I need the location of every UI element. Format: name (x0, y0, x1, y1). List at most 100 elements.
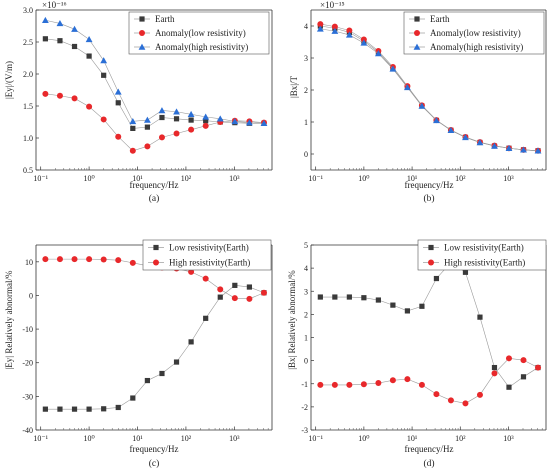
panel-d-series-0-point (462, 269, 469, 275)
panel-d-series-1-point (360, 381, 367, 388)
panel-a-ytick-label: 2.5 (23, 38, 33, 47)
panel-c-series-0-point (130, 395, 136, 401)
panel-c-series-0-point (57, 406, 63, 412)
panel-a-series-2-point (129, 117, 137, 125)
panel-a-series-1-point (173, 130, 180, 137)
panel-c-series-0-point (115, 404, 121, 411)
panel-a-series-1-point (56, 92, 63, 99)
panel-a-series-0-point (101, 72, 107, 78)
panel-b-ytick-label: 3 (304, 54, 308, 63)
panel-b-series-1-point (360, 36, 367, 43)
panel-b-marks (316, 21, 542, 154)
panel-b-series-2-point (491, 142, 498, 149)
panel-c-series-0-point (246, 284, 253, 290)
panel-c-series-0-line (45, 285, 265, 410)
panel-d-ytick-label: 3 (304, 287, 308, 296)
panel-a-series-2-point (202, 113, 210, 120)
panel-d-ytick-label: -2 (301, 403, 308, 412)
panel-b-legend-marker-0 (414, 16, 420, 22)
panel-b-legend-marker-1 (414, 30, 420, 36)
panel-b-caption: (b) (423, 193, 434, 204)
panel-d-series-1-point (404, 376, 411, 383)
panel-d-xlabel: frequency/Hz (405, 444, 454, 454)
panel-c-series-0-point (173, 359, 180, 365)
panel-a-series-0-point (188, 117, 194, 123)
panel-a-series-2-point (41, 16, 49, 23)
panel-d-series-1-point (418, 381, 425, 388)
panel-b-series-2-point (505, 144, 513, 151)
panel-c-xtick-label: 10¹ (132, 434, 143, 443)
panel-b-xtick-label: 10¹ (407, 174, 418, 183)
panel-b-ytick-label: 2 (304, 86, 308, 95)
panel-a-series-0-point (173, 116, 180, 122)
panel-d-series-1-point (447, 397, 454, 404)
panel-d-ytick-label: 2 (304, 310, 308, 319)
panel-c-series-0-point (101, 406, 107, 412)
panel-b-legend-box (403, 11, 545, 55)
panel-a-series-2-point (246, 119, 253, 126)
panel-a-series-1-line (45, 93, 264, 152)
panel-c-ytick-label: -40 (22, 426, 33, 435)
panel-a-series-2-point (231, 117, 239, 125)
panel-b-series-2-point (360, 39, 368, 46)
panel-a-xtick-label: 10³ (229, 174, 240, 183)
panel-b-grid-and-axes: 0 1 2 3 4 10⁻¹ 10⁰ 10¹ 10² 10³ (304, 9, 547, 183)
panel-d-series-0-point (520, 374, 527, 380)
panel-d-ytick-label: 0 (304, 357, 308, 366)
panel-b-series-2-point (345, 31, 353, 38)
panel-c-series-0-point (159, 370, 165, 377)
panel-a-marks (41, 16, 268, 154)
panel-d-ytick-label: 1 (304, 334, 308, 343)
panel-a-series-0-point (86, 53, 92, 59)
panel-a-legend-label-2: Anomaly(high resistivity) (155, 42, 248, 52)
panel-d-ytick-label: 4 (304, 264, 308, 273)
panel-a-series-0-point (115, 100, 121, 106)
panel-b-series-2-point (389, 65, 397, 72)
panel-a-legend-label-1: Anomaly(low resistivity) (155, 28, 246, 38)
panel-c-series-0-point (42, 406, 48, 412)
panel-b-xtick-label: 10⁰ (358, 174, 369, 183)
panel-c-ylabel: |Ey| Relatively abnormal/% (4, 270, 14, 370)
panel-a-xtick-label: 10⁰ (83, 174, 94, 183)
panel-c-xtick-label: 10² (181, 434, 192, 443)
panel-d-series-0-point (491, 364, 498, 371)
panel-a-series-0-point (57, 38, 63, 44)
panel-b-ytick-label: 1 (304, 118, 308, 127)
panel-a-series-0-line (45, 38, 264, 129)
panel-a-series-2-point (100, 57, 108, 64)
panel-c-ytick-label: -20 (22, 359, 33, 368)
panel-b-legend: Earth Anomaly(low resistivity) Anomaly(hig… (403, 11, 545, 55)
panel-b-series-2-point (447, 126, 455, 134)
panel-d-legend-marker-0 (428, 244, 434, 251)
panel-a-series-2-point (143, 116, 151, 123)
panel-c-series-0-point (71, 406, 78, 412)
panel-a-xtick-label: 10⁻¹ (33, 174, 48, 183)
panel-a-legend: Earth Anomaly(low resistivity) Anomaly(hig… (128, 11, 270, 55)
panel-c-legend-marker-0 (153, 244, 159, 251)
panel-c-series-1-point (260, 289, 267, 296)
panel-a-legend-marker-1 (139, 30, 145, 36)
panel-c-series-1-point (56, 256, 63, 263)
panel-d-series-1-point (433, 391, 440, 398)
panel-b: 0 1 2 3 4 10⁻¹ 10⁰ 10¹ 10² 10³ ×10⁻¹⁵ |Bx|/T freq… (289, 0, 547, 204)
panel-d-series-1-point (491, 370, 498, 377)
panel-a-series-2-point (187, 110, 195, 118)
panel-a-ytick-label: 3.0 (23, 6, 33, 15)
panel-d-xtick-label: 10⁰ (358, 434, 369, 443)
panel-c-legend: Low resistivity(Earth) High resistivity(E… (142, 239, 272, 271)
panel-a-legend-label-0: Earth (155, 14, 175, 24)
panel-a-legend-marker-2 (138, 43, 146, 50)
panel-a-xtick-label: 10² (181, 174, 192, 183)
panel-a-series-1-point (86, 103, 93, 110)
panel-d-series-1-point (535, 364, 542, 371)
panel-b-series-2-point (316, 25, 324, 32)
panel-a-ylabel: |Ey|/(V/m) (4, 61, 14, 99)
panel-d-series-1-point (505, 355, 512, 362)
panel-d-ytick-label: 5 (304, 241, 308, 250)
panel-d-ytick-label: -3 (301, 426, 308, 435)
panel-c-series-0-point (86, 406, 92, 412)
panel-d-xtick-label: 10³ (503, 434, 514, 443)
panel-d-series-0-point (375, 297, 381, 303)
panel-d-series-0-point (361, 295, 367, 301)
